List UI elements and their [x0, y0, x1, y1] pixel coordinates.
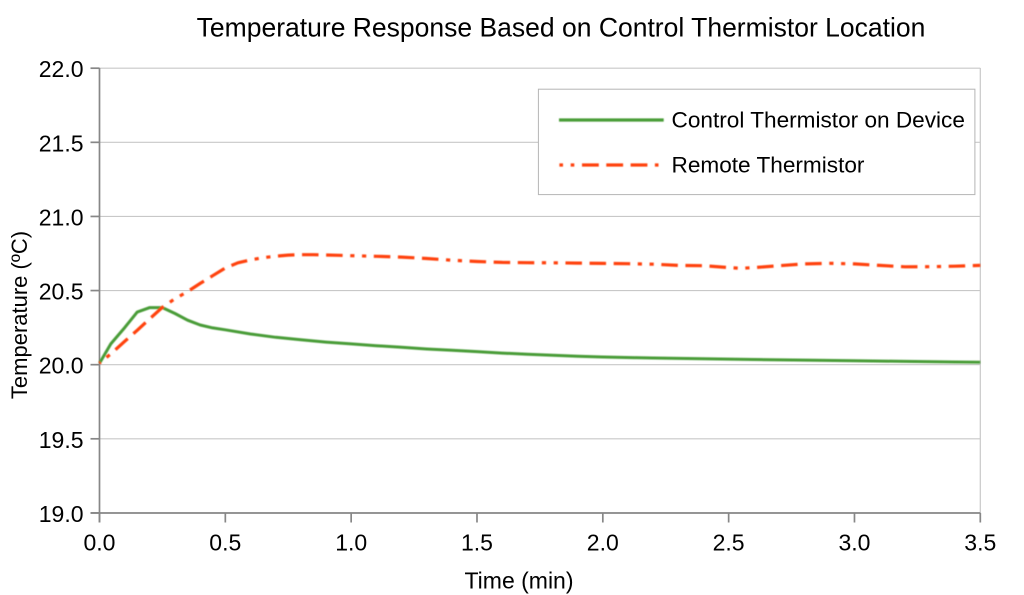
svg-text:3.5: 3.5: [964, 530, 996, 556]
svg-text:20.5: 20.5: [39, 279, 84, 305]
svg-text:19.5: 19.5: [39, 427, 84, 453]
svg-text:Time (min): Time (min): [464, 568, 573, 594]
svg-text:1.0: 1.0: [335, 530, 367, 556]
svg-text:Control Thermistor on Device: Control Thermistor on Device: [672, 108, 965, 133]
svg-text:19.0: 19.0: [39, 501, 84, 527]
svg-text:20.0: 20.0: [39, 353, 84, 379]
svg-text:0.0: 0.0: [84, 530, 116, 556]
svg-text:3.0: 3.0: [839, 530, 871, 556]
svg-text:Temperature (ºC): Temperature (ºC): [7, 231, 32, 399]
svg-text:1.5: 1.5: [461, 530, 493, 556]
svg-text:Remote Thermistor: Remote Thermistor: [672, 153, 865, 178]
svg-text:Temperature Response Based on: Temperature Response Based on Control Th…: [197, 13, 926, 43]
svg-text:0.5: 0.5: [209, 530, 241, 556]
svg-text:22.0: 22.0: [39, 56, 84, 82]
svg-text:21.0: 21.0: [39, 204, 84, 230]
svg-text:2.5: 2.5: [713, 530, 745, 556]
svg-text:21.5: 21.5: [39, 130, 84, 156]
svg-text:2.0: 2.0: [587, 530, 619, 556]
